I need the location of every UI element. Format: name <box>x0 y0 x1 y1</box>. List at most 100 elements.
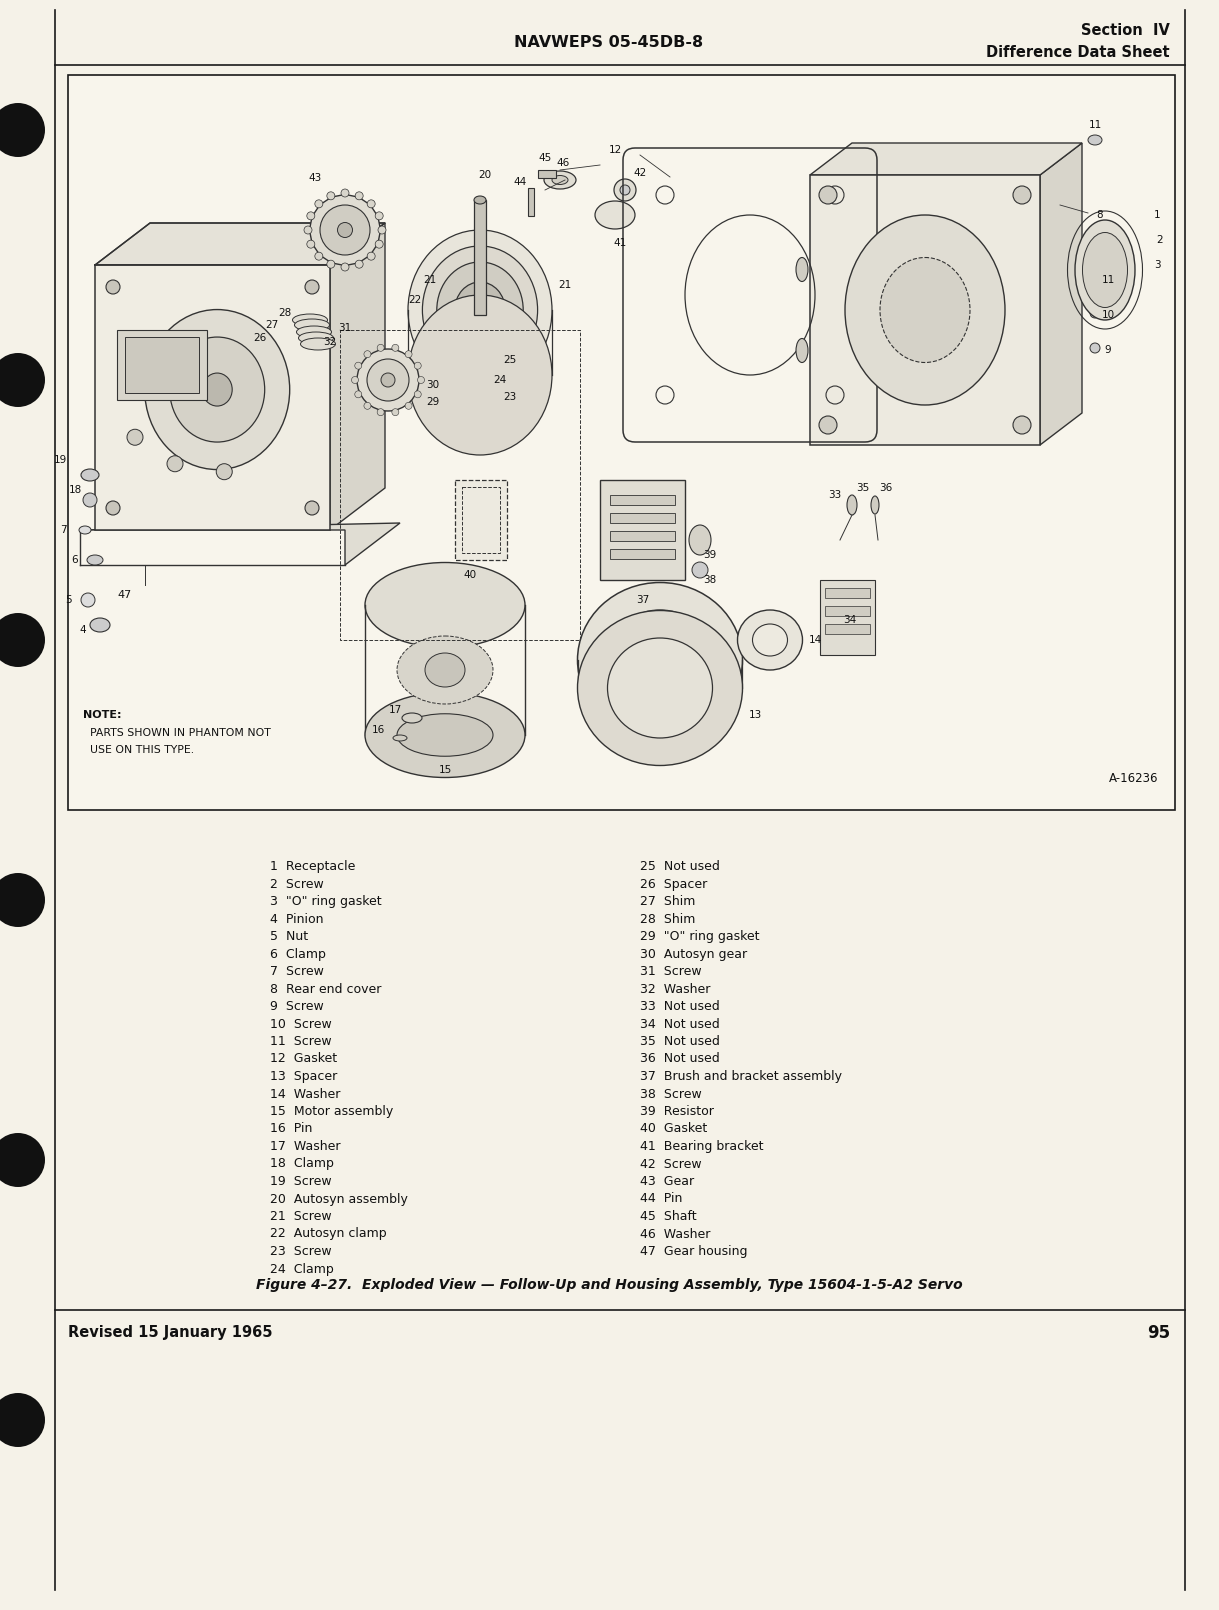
Circle shape <box>0 353 45 407</box>
Ellipse shape <box>872 496 879 514</box>
Text: 44  Pin: 44 Pin <box>640 1193 683 1206</box>
Ellipse shape <box>1075 221 1135 320</box>
Ellipse shape <box>80 469 99 481</box>
Text: 45  Shaft: 45 Shaft <box>640 1211 696 1224</box>
Circle shape <box>0 103 45 158</box>
Text: NAVWEPS 05-45DB-8: NAVWEPS 05-45DB-8 <box>514 34 703 50</box>
Polygon shape <box>1040 143 1082 444</box>
Text: 9: 9 <box>1104 345 1112 354</box>
Bar <box>825 625 870 634</box>
Text: 38: 38 <box>703 575 717 584</box>
Ellipse shape <box>607 610 712 710</box>
Text: 43  Gear: 43 Gear <box>640 1175 694 1188</box>
Ellipse shape <box>819 187 837 204</box>
Text: 6: 6 <box>72 555 78 565</box>
Text: 23  Screw: 23 Screw <box>269 1245 332 1257</box>
Ellipse shape <box>752 625 787 655</box>
Text: 35  Not used: 35 Not used <box>640 1035 720 1048</box>
Ellipse shape <box>397 713 492 757</box>
Text: 21: 21 <box>558 280 572 290</box>
Text: 23: 23 <box>503 391 517 402</box>
Text: 26: 26 <box>254 333 267 343</box>
Ellipse shape <box>880 258 970 362</box>
Ellipse shape <box>425 654 464 687</box>
Ellipse shape <box>408 230 552 390</box>
Text: 8  Rear end cover: 8 Rear end cover <box>269 982 382 995</box>
Ellipse shape <box>845 216 1004 406</box>
Text: 40  Gasket: 40 Gasket <box>640 1122 707 1135</box>
Text: 31: 31 <box>339 324 351 333</box>
Ellipse shape <box>378 225 386 233</box>
Ellipse shape <box>414 362 422 369</box>
Text: 33  Not used: 33 Not used <box>640 1000 719 1013</box>
Bar <box>610 531 675 541</box>
Text: 17: 17 <box>389 705 401 715</box>
Text: 95: 95 <box>1147 1323 1170 1343</box>
Ellipse shape <box>1013 415 1031 435</box>
FancyBboxPatch shape <box>820 580 875 655</box>
Ellipse shape <box>307 240 315 248</box>
Text: 30  Autosyn gear: 30 Autosyn gear <box>640 948 747 961</box>
Bar <box>340 330 580 641</box>
Ellipse shape <box>1090 274 1100 283</box>
Ellipse shape <box>402 713 422 723</box>
Ellipse shape <box>1101 269 1109 277</box>
Ellipse shape <box>90 618 110 633</box>
Ellipse shape <box>80 592 95 607</box>
Polygon shape <box>80 523 400 565</box>
Ellipse shape <box>145 309 290 470</box>
Text: 3  "O" ring gasket: 3 "O" ring gasket <box>269 895 382 908</box>
Ellipse shape <box>127 430 143 446</box>
Text: 40: 40 <box>463 570 477 580</box>
Text: 33: 33 <box>829 489 841 501</box>
Text: 36: 36 <box>879 483 892 493</box>
Ellipse shape <box>296 325 332 338</box>
Text: 20  Autosyn assembly: 20 Autosyn assembly <box>269 1193 408 1206</box>
Text: 37: 37 <box>636 596 650 605</box>
Text: PARTS SHOWN IN PHANTOM NOT: PARTS SHOWN IN PHANTOM NOT <box>83 728 271 737</box>
Ellipse shape <box>544 171 577 188</box>
Text: 12: 12 <box>608 145 622 155</box>
Text: 20: 20 <box>478 171 491 180</box>
Ellipse shape <box>364 351 371 357</box>
Bar <box>538 171 556 179</box>
Ellipse shape <box>299 332 334 345</box>
Ellipse shape <box>737 610 802 670</box>
Ellipse shape <box>367 200 375 208</box>
Text: 11: 11 <box>1102 275 1114 285</box>
Ellipse shape <box>692 562 708 578</box>
Ellipse shape <box>405 402 412 409</box>
Ellipse shape <box>1090 308 1100 319</box>
Bar <box>474 200 486 316</box>
Text: Figure 4–27.  Exploded View — Follow-Up and Housing Assembly, Type 15604-1-5-A2 : Figure 4–27. Exploded View — Follow-Up a… <box>256 1278 962 1291</box>
Bar <box>610 549 675 559</box>
Text: 31  Screw: 31 Screw <box>640 964 702 977</box>
Ellipse shape <box>83 493 98 507</box>
Ellipse shape <box>341 262 349 270</box>
Text: 32: 32 <box>323 336 336 348</box>
Ellipse shape <box>408 295 552 456</box>
Text: 28  Shim: 28 Shim <box>640 913 695 926</box>
FancyBboxPatch shape <box>600 480 685 580</box>
Text: 41  Bearing bracket: 41 Bearing bracket <box>640 1140 763 1153</box>
Text: 22: 22 <box>408 295 422 304</box>
Ellipse shape <box>305 280 319 295</box>
Ellipse shape <box>357 349 419 411</box>
FancyBboxPatch shape <box>809 175 1040 444</box>
Text: 18: 18 <box>68 485 82 494</box>
Bar <box>455 480 507 560</box>
Ellipse shape <box>377 345 384 351</box>
Ellipse shape <box>367 253 375 261</box>
Text: 28: 28 <box>278 308 291 319</box>
Text: 45: 45 <box>539 153 552 163</box>
Ellipse shape <box>607 638 712 737</box>
Ellipse shape <box>796 338 808 362</box>
Ellipse shape <box>620 185 630 195</box>
Bar <box>68 76 1175 810</box>
Text: 32  Washer: 32 Washer <box>640 982 711 995</box>
Polygon shape <box>95 224 385 266</box>
Ellipse shape <box>847 494 857 515</box>
Text: 42  Screw: 42 Screw <box>640 1158 702 1170</box>
Bar <box>126 336 199 393</box>
Text: 19  Screw: 19 Screw <box>269 1175 332 1188</box>
